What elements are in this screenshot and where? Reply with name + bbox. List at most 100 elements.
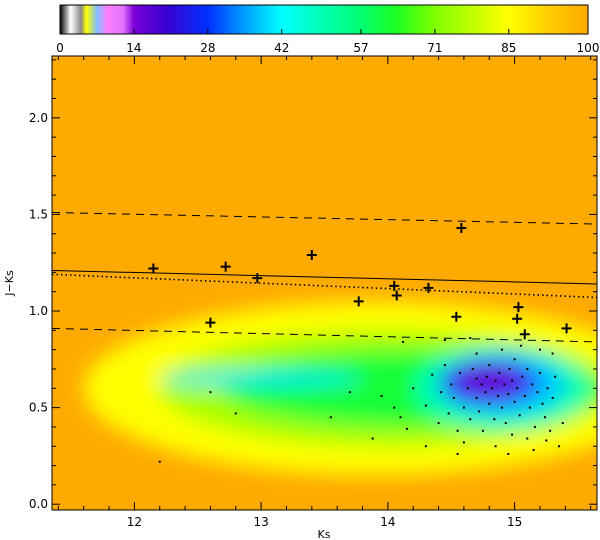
data-point-dot bbox=[526, 367, 529, 370]
colorbar-tick-label: 71 bbox=[427, 41, 442, 55]
dashed-line bbox=[52, 211, 597, 225]
data-point-dot bbox=[561, 422, 564, 425]
data-point-dot bbox=[511, 433, 514, 436]
dashed-line bbox=[52, 327, 597, 343]
data-point-plus bbox=[148, 263, 159, 274]
data-point-dot bbox=[513, 358, 516, 361]
data-point-dot bbox=[475, 396, 478, 399]
data-point-dot bbox=[538, 371, 541, 374]
data-point-plus bbox=[391, 290, 402, 301]
data-point-dot bbox=[399, 416, 402, 419]
dotted-line bbox=[52, 273, 597, 299]
data-point-dot bbox=[469, 337, 472, 340]
data-point-dot bbox=[497, 395, 500, 398]
data-point-dot bbox=[440, 391, 443, 394]
colorbar-tick-label: 0 bbox=[56, 41, 64, 55]
y-tick-label: 0.5 bbox=[29, 401, 48, 415]
data-point-dot bbox=[544, 416, 547, 419]
data-point-dot bbox=[456, 429, 459, 432]
data-point-plus bbox=[561, 323, 572, 334]
data-point-dot bbox=[507, 393, 510, 396]
data-point-dot bbox=[484, 391, 487, 394]
density-blob bbox=[453, 365, 525, 397]
data-point-dot bbox=[511, 379, 514, 382]
x-axis-label: Ks bbox=[318, 528, 331, 540]
data-point-dot bbox=[503, 383, 506, 386]
data-point-dot bbox=[380, 395, 383, 398]
data-point-dot bbox=[493, 418, 496, 421]
density-blob bbox=[159, 371, 363, 386]
data-point-dot bbox=[393, 406, 396, 409]
data-point-dot bbox=[523, 395, 526, 398]
data-point-dot bbox=[500, 348, 503, 351]
data-point-plus bbox=[519, 329, 530, 340]
data-point-dot bbox=[536, 391, 539, 394]
data-point-dot bbox=[528, 406, 531, 409]
data-point-dot bbox=[443, 338, 446, 341]
colorbar-strip bbox=[59, 4, 589, 35]
x-tick-label: 14 bbox=[380, 515, 395, 529]
data-point-dot bbox=[546, 387, 549, 390]
dot-series bbox=[158, 337, 564, 463]
data-point-dot bbox=[508, 367, 511, 370]
data-point-dot bbox=[488, 364, 491, 367]
data-point-dot bbox=[541, 402, 544, 405]
data-point-plus bbox=[513, 302, 524, 313]
data-point-dot bbox=[371, 437, 374, 440]
data-point-dot bbox=[519, 344, 522, 347]
data-point-dot bbox=[545, 439, 548, 442]
data-point-plus bbox=[389, 280, 400, 291]
data-point-dot bbox=[549, 429, 552, 432]
colorbar-tick-label: 28 bbox=[200, 41, 215, 55]
data-point-dot bbox=[494, 379, 497, 382]
data-point-plus bbox=[205, 317, 216, 328]
data-point-dot bbox=[412, 387, 415, 390]
data-point-dot bbox=[329, 416, 332, 419]
axis-ticks: 12 13 14 15 0.0 0.5 1.0 1.5 2.0 bbox=[29, 56, 597, 529]
data-point-dot bbox=[475, 352, 478, 355]
data-point-plus bbox=[423, 282, 434, 293]
data-point-dot bbox=[518, 414, 521, 417]
colorbar: 0 14 28 42 57 71 85 100 bbox=[56, 4, 599, 55]
data-point-dot bbox=[450, 383, 453, 386]
data-point-dot bbox=[532, 449, 535, 452]
plot-frame bbox=[51, 55, 598, 511]
data-point-dot bbox=[494, 445, 497, 448]
data-point-dot bbox=[475, 377, 478, 380]
reference-lines bbox=[52, 211, 597, 343]
data-point-dot bbox=[485, 375, 488, 378]
y-tick-label: 2.0 bbox=[29, 111, 48, 125]
data-point-dot bbox=[405, 427, 408, 430]
colorbar-tick-label: 42 bbox=[274, 41, 289, 55]
data-point-dot bbox=[557, 445, 560, 448]
data-point-dot bbox=[431, 373, 434, 376]
data-point-plus bbox=[353, 296, 364, 307]
data-point-plus bbox=[252, 273, 263, 284]
data-point-dot bbox=[466, 387, 469, 390]
y-tick-label: 0.0 bbox=[29, 497, 48, 511]
data-point-dot bbox=[452, 396, 455, 399]
colorbar-ticks: 0 14 28 42 57 71 85 100 bbox=[56, 29, 599, 55]
data-point-dot bbox=[490, 387, 493, 390]
data-point-dot bbox=[504, 422, 507, 425]
data-point-dot bbox=[209, 391, 212, 394]
data-point-dot bbox=[513, 400, 516, 403]
data-point-dot bbox=[478, 410, 481, 413]
data-point-dot bbox=[481, 429, 484, 432]
data-point-dot bbox=[551, 396, 554, 399]
data-point-plus bbox=[306, 249, 317, 260]
density-map bbox=[83, 301, 597, 476]
data-point-dot bbox=[538, 348, 541, 351]
data-point-dot bbox=[234, 412, 237, 415]
plot-area: 12 13 14 15 0.0 0.5 1.0 1.5 2.0 Ks J−Ks bbox=[3, 55, 598, 540]
data-point-dot bbox=[424, 445, 427, 448]
y-tick-label: 1.0 bbox=[29, 304, 48, 318]
data-point-dot bbox=[462, 441, 465, 444]
data-point-dot bbox=[488, 402, 491, 405]
data-point-dot bbox=[469, 418, 472, 421]
x-tick-label: 12 bbox=[127, 515, 142, 529]
y-axis-label: J−Ks bbox=[3, 270, 16, 297]
data-point-dot bbox=[459, 371, 462, 374]
plus-series bbox=[148, 222, 572, 340]
